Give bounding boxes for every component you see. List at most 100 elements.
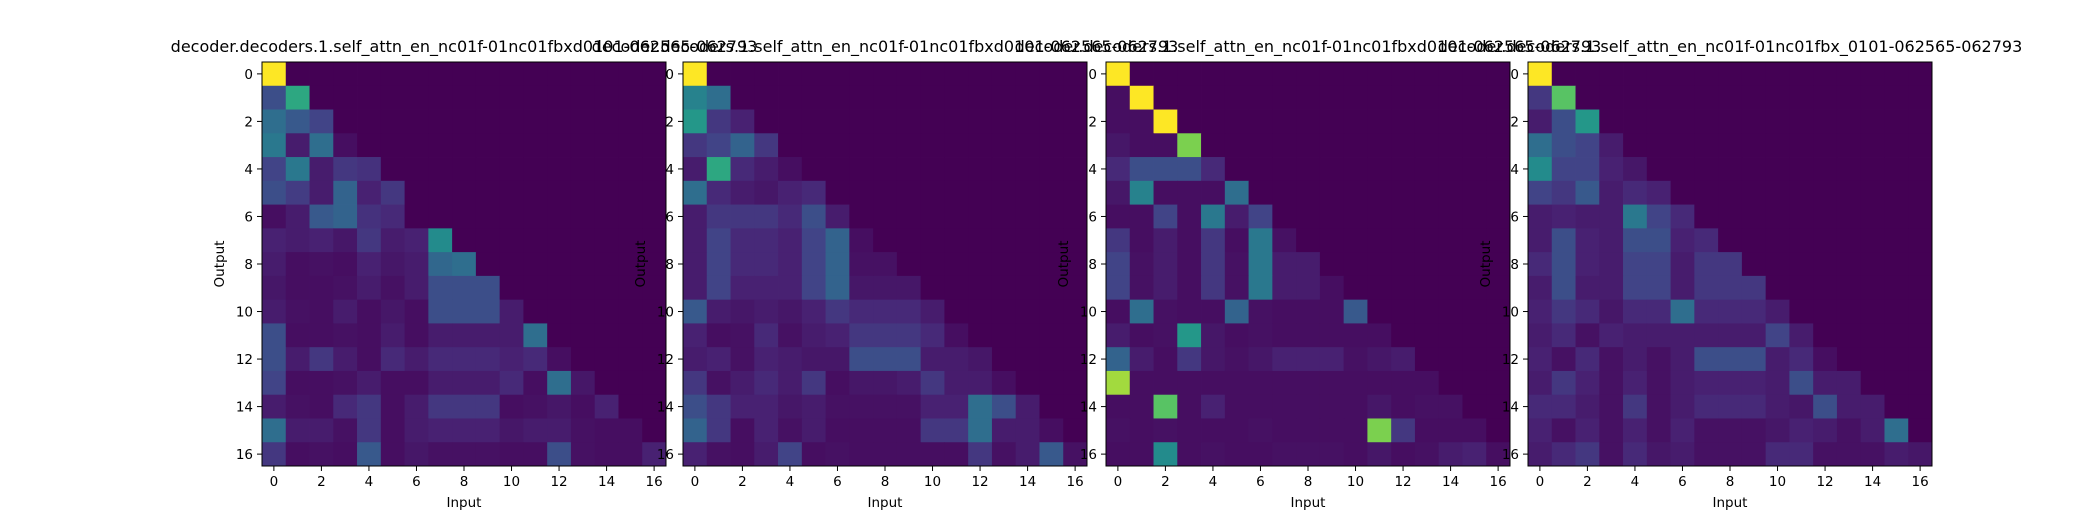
heatmap-cell: [380, 347, 405, 372]
heatmap-cell: [1813, 442, 1838, 467]
heatmap-cell: [1201, 85, 1226, 110]
heatmap-cell: [873, 228, 898, 253]
heatmap-cell: [1201, 299, 1226, 324]
heatmap-cell: [594, 133, 619, 158]
y-tick-label: 12: [1502, 352, 1519, 368]
heatmap-cell: [1462, 418, 1487, 443]
heatmap-cell: [1224, 418, 1249, 443]
heatmap-cell: [404, 252, 429, 277]
heatmap-cell: [475, 85, 501, 110]
heatmap-cell: [1860, 418, 1885, 443]
heatmap-cell: [594, 180, 619, 205]
heatmap-cell: [1551, 275, 1576, 301]
heatmap-cell: [594, 394, 619, 419]
heatmap-cell: [1224, 442, 1249, 467]
heatmap-cell: [618, 133, 643, 158]
heatmap-cell: [357, 347, 382, 372]
heatmap-cell: [642, 109, 667, 134]
heatmap-cell: [706, 394, 731, 419]
y-tick-label: 6: [1510, 209, 1519, 225]
heatmap-cell: [1765, 347, 1790, 372]
heatmap-cell: [333, 275, 358, 301]
heatmap-cell: [642, 299, 667, 324]
heatmap-cell: [1106, 394, 1131, 419]
heatmap-cell: [1765, 62, 1790, 87]
heatmap-cell: [1319, 252, 1345, 277]
heatmap-cell: [618, 157, 643, 182]
heatmap-cell: [1486, 370, 1511, 396]
heatmap-cell: [1367, 204, 1392, 229]
heatmap-cell: [1486, 157, 1511, 182]
heatmap-cell: [594, 85, 619, 110]
heatmap-cell: [1177, 442, 1202, 467]
heatmap-cell: [475, 133, 501, 158]
heatmap-cell: [1296, 418, 1321, 443]
heatmap-cell: [754, 370, 779, 396]
heatmap-cell: [428, 180, 453, 205]
heatmap-cell: [1272, 442, 1297, 467]
heatmap-cell: [683, 133, 708, 158]
heatmap-cell: [968, 323, 993, 348]
x-tick-label: 8: [1304, 474, 1313, 490]
heatmap-cell: [1813, 370, 1838, 396]
heatmap-cell: [357, 275, 382, 301]
heatmap-cell: [1129, 275, 1154, 301]
heatmap-cell: [1765, 228, 1790, 253]
heatmap-cell: [1741, 323, 1767, 348]
heatmap-cell: [873, 180, 898, 205]
x-tick-label: 2: [317, 474, 326, 490]
heatmap-cell: [309, 204, 334, 229]
x-tick-label: 14: [1864, 474, 1881, 490]
heatmap-cell: [1106, 109, 1131, 134]
heatmap-cell: [594, 418, 619, 443]
heatmap-cell: [523, 347, 548, 372]
heatmap-cell: [683, 394, 708, 419]
heatmap-cell: [547, 275, 572, 301]
heatmap-cell: [873, 442, 898, 467]
heatmap-cell: [1296, 370, 1321, 396]
heatmap-cell: [801, 133, 826, 158]
x-tick-label: 0: [691, 474, 700, 490]
heatmap-cell: [262, 109, 287, 134]
heatmap-cell: [309, 109, 334, 134]
heatmap-cell: [944, 394, 969, 419]
heatmap-cell: [594, 252, 619, 277]
heatmap-cell: [1438, 252, 1463, 277]
heatmap-cell: [1694, 157, 1719, 182]
heatmap-cell: [1860, 180, 1885, 205]
heatmap-cell: [1153, 323, 1178, 348]
heatmap-cell: [920, 228, 945, 253]
heatmap-cell: [1599, 85, 1624, 110]
heatmap-cell: [642, 275, 667, 301]
y-tick-label: 2: [1510, 114, 1519, 130]
heatmap-cell: [428, 157, 453, 182]
heatmap-cell: [1528, 228, 1553, 253]
heatmap-cell: [452, 394, 477, 419]
heatmap-cell: [968, 347, 993, 372]
heatmap-cell: [1908, 418, 1933, 443]
heatmap-cell: [1414, 370, 1440, 396]
heatmap-cell: [618, 85, 643, 110]
heatmap-cell: [1575, 180, 1600, 205]
heatmap-cell: [1860, 157, 1885, 182]
heatmap-cell: [1813, 157, 1838, 182]
heatmap-cell: [357, 157, 382, 182]
heatmap-cell: [801, 109, 826, 134]
y-tick-label: 8: [1088, 257, 1097, 273]
heatmap-cell: [849, 228, 874, 253]
heatmap-cell: [1646, 347, 1671, 372]
heatmap-cell: [1670, 394, 1695, 419]
heatmap-cell: [1438, 109, 1463, 134]
heatmap-cell: [1063, 442, 1088, 467]
heatmap-cell: [404, 228, 429, 253]
heatmap-cell: [706, 228, 731, 253]
heatmap-cell: [1860, 394, 1885, 419]
heatmap-cell: [333, 252, 358, 277]
heatmap-cell: [499, 418, 524, 443]
heatmap-cell: [1248, 157, 1273, 182]
heatmap-cell: [1319, 85, 1345, 110]
heatmap-cell: [618, 418, 643, 443]
heatmap-cell: [1129, 370, 1154, 396]
heatmap-cell: [309, 299, 334, 324]
heatmap-cell: [1106, 323, 1131, 348]
